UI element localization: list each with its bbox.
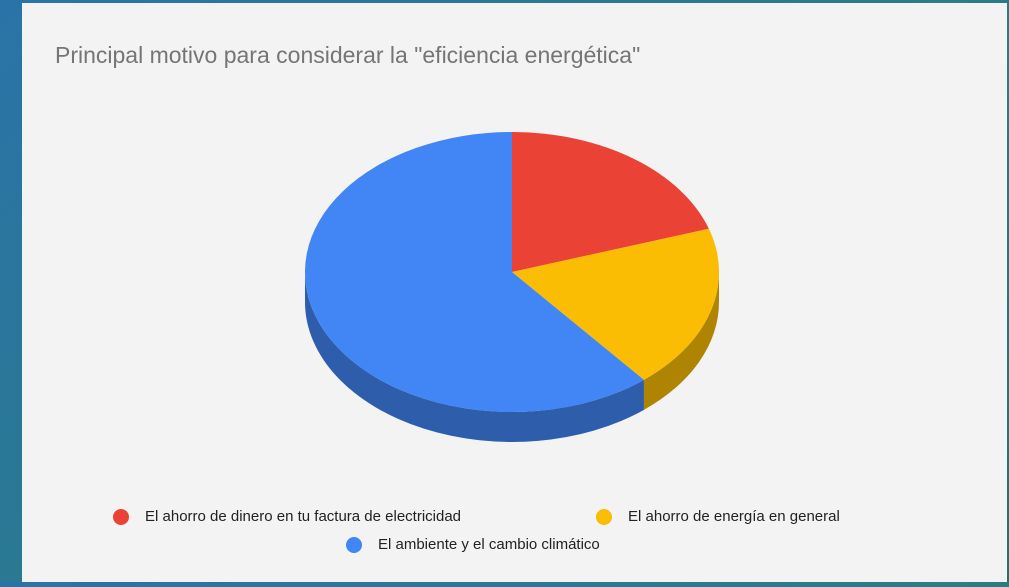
- legend-label: El ahorro de energía en general: [628, 508, 840, 525]
- legend-label: El ambiente y el cambio climático: [378, 536, 600, 553]
- legend-swatch: [346, 537, 362, 553]
- legend-swatch: [113, 509, 129, 525]
- pie-side: [305, 272, 644, 442]
- pie-side: [643, 272, 719, 410]
- legend-swatch: [596, 509, 612, 525]
- legend-label: El ahorro de dinero en tu factura de ele…: [145, 508, 461, 525]
- chart-card: Principal motivo para considerar la "efi…: [22, 3, 1007, 582]
- chart: Principal motivo para considerar la "efi…: [55, 42, 840, 553]
- pie-slice: [512, 132, 709, 272]
- pie-slice: [305, 132, 644, 413]
- chart-title: Principal motivo para considerar la "efi…: [55, 42, 640, 68]
- pie-slice: [512, 228, 719, 380]
